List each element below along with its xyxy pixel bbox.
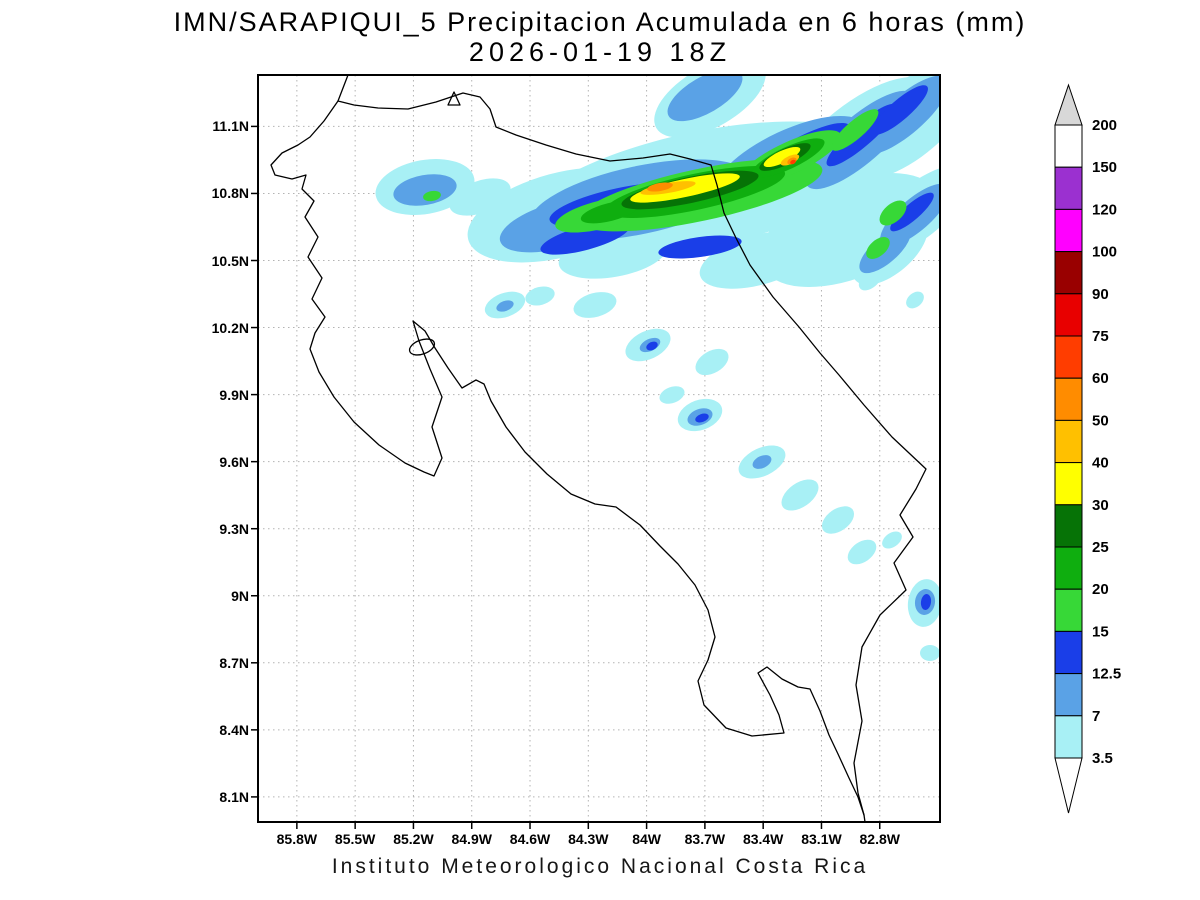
lat-tick-label: 9.3N: [219, 520, 249, 537]
lon-tick-label: 83.4W: [742, 831, 784, 847]
footer-credit: Instituto Meteorologico Nacional Costa R…: [331, 855, 869, 878]
coastline: [270, 74, 927, 823]
colorbar-tick-label: 200: [1092, 117, 1117, 134]
lon-tick-label: 85.2W: [393, 831, 434, 847]
lon-tick-label: 85.8W: [276, 831, 318, 847]
lat-tick-label: 8.7N: [219, 654, 249, 671]
valid-time: 2026-01-19 18Z: [468, 37, 732, 67]
map-plot-area: [251, 74, 941, 829]
colorbar-tick-label: 90: [1092, 286, 1109, 303]
lon-tick-label: 83.7W: [684, 831, 726, 847]
colorbar-tick-label: 75: [1092, 328, 1109, 345]
lon-tick-label: 82.8W: [859, 831, 900, 847]
colorbar-tick-label: 3.5: [1092, 750, 1113, 767]
lon-tick-label: 84W: [632, 831, 661, 847]
lon-tick-label: 83.1W: [801, 831, 842, 847]
colorbar: 200 150 120 100 90 75 60 50 40 30 25 20 15 12.5 7 3.5: [1054, 83, 1121, 814]
colorbar-tick-label: 40: [1092, 455, 1109, 472]
lon-tick-label: 84.9W: [451, 831, 492, 847]
precip-shading: [375, 75, 940, 661]
lat-tick-label: 9N: [231, 587, 249, 604]
lat-tick-label: 8.4N: [219, 721, 249, 738]
lon-tick-label: 84.6W: [509, 831, 551, 847]
colorbar-tick-label: 60: [1092, 370, 1109, 387]
lat-tick-label: 10.8N: [211, 185, 249, 202]
colorbar-tick-label: 12.5: [1092, 666, 1121, 683]
colorbar-tick-label: 120: [1092, 201, 1117, 218]
lat-tick-label: 9.9N: [219, 386, 249, 403]
lat-tick-label: 9.6N: [219, 453, 249, 470]
colorbar-tick-label: 150: [1092, 159, 1117, 176]
colorbar-tick-label: 50: [1092, 412, 1109, 429]
colorbar-tick-label: 100: [1092, 244, 1117, 261]
lat-tick-label: 10.2N: [211, 319, 249, 336]
colorbar-tick-label: 7: [1092, 708, 1100, 725]
lon-tick-label: 85.5W: [334, 831, 376, 847]
colorbar-tick-label: 30: [1092, 497, 1109, 514]
colorbar-tick-label: 25: [1092, 539, 1109, 556]
axis-tick-marks: [251, 125, 881, 829]
colorbar-tick-label: 15: [1092, 623, 1109, 640]
lat-tick-label: 8.1N: [219, 788, 249, 805]
lat-tick-label: 11.1N: [212, 118, 249, 135]
colorbar-tick-label: 20: [1092, 581, 1109, 598]
chart-title: IMN/SARAPIQUI_5 Precipitacion Acumulada …: [173, 7, 1027, 37]
map-border: [257, 74, 941, 823]
lon-tick-label: 84.3W: [568, 831, 609, 847]
lat-tick-label: 10.5N: [211, 252, 249, 269]
